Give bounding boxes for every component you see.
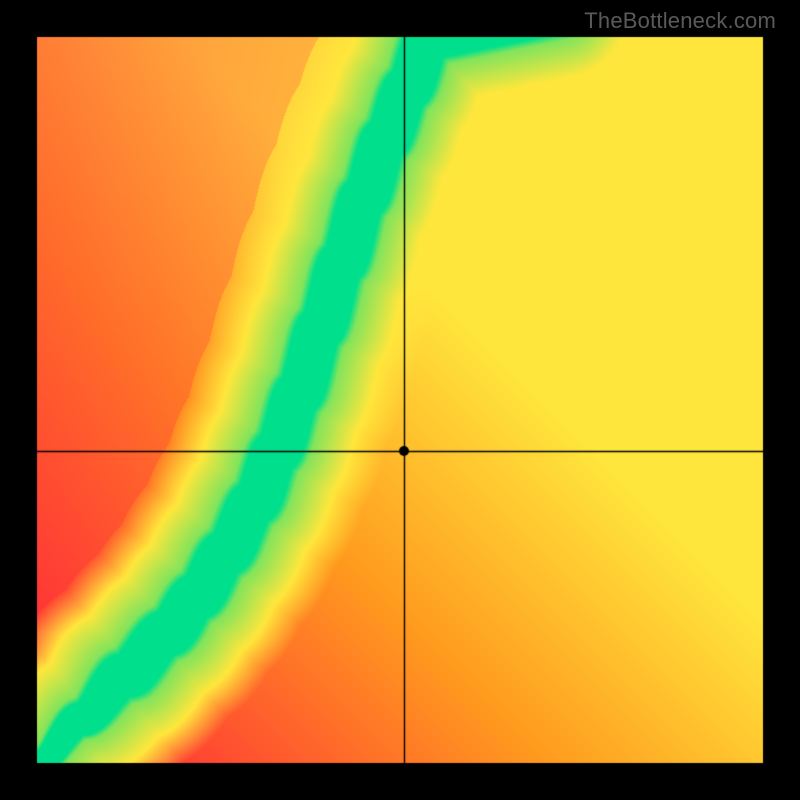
watermark-text: TheBottleneck.com — [584, 8, 776, 34]
bottleneck-heatmap — [0, 0, 800, 800]
